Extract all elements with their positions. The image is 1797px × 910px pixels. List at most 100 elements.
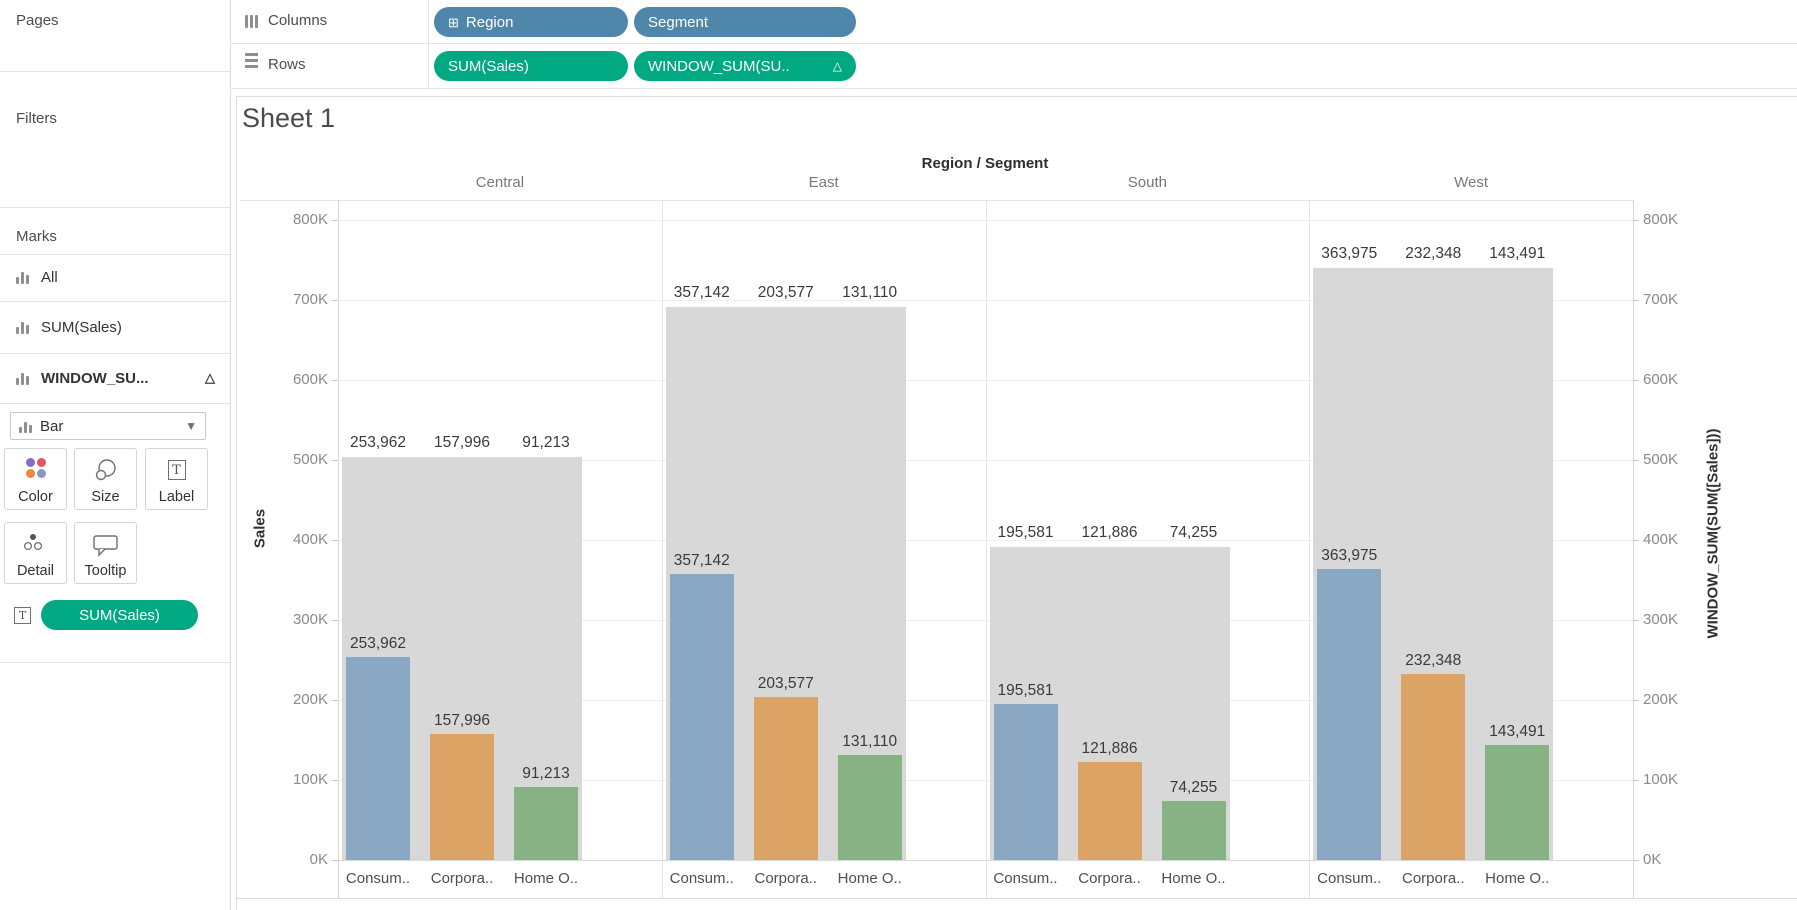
- segment-tick-label[interactable]: Corpora..: [754, 870, 818, 887]
- column-header-east[interactable]: East: [808, 174, 839, 191]
- bar-consumer-west[interactable]: [1317, 568, 1382, 860]
- segment-tick-label[interactable]: Consum..: [345, 870, 411, 887]
- y2-axis-tick-label: 100K: [1643, 771, 1679, 788]
- gridline: [338, 300, 1633, 301]
- rows-shelf-label: Rows: [268, 56, 306, 73]
- pill-label: Region: [465, 13, 514, 31]
- detail-icon: [5, 532, 66, 554]
- pill-window-sum[interactable]: WINDOW_SUM(SU.. △: [634, 51, 856, 81]
- bar-consumer-south[interactable]: [993, 703, 1058, 860]
- label-icon: T: [146, 460, 207, 480]
- segment-tick-label[interactable]: Corpora..: [430, 870, 494, 887]
- mark-type-dropdown[interactable]: Bar ▼: [10, 412, 206, 440]
- y2-axis-tick: [1633, 620, 1639, 621]
- y2-axis-tick-label: 300K: [1643, 611, 1679, 628]
- marks-item-label: WINDOW_SU...: [41, 369, 149, 387]
- segment-tick-label[interactable]: Home O..: [513, 870, 579, 887]
- bar-corporate-west[interactable]: [1401, 674, 1466, 860]
- sidebar-border: [230, 0, 231, 910]
- size-button-label: Size: [91, 489, 120, 505]
- y2-axis-tick: [1633, 780, 1639, 781]
- divider: [230, 88, 1797, 89]
- size-button[interactable]: Size: [74, 448, 137, 510]
- y2-axis-tick: [1633, 860, 1639, 861]
- y2-axis-tick-label: 800K: [1643, 211, 1679, 228]
- gridline: [338, 700, 1633, 701]
- segment-tick-label[interactable]: Consum..: [993, 870, 1058, 887]
- y2-axis-tick-label: 0K: [1643, 851, 1662, 868]
- bar-value-label: 74,255: [1169, 778, 1218, 796]
- tooltip-button[interactable]: Tooltip: [74, 522, 137, 584]
- bar-corporate-central[interactable]: [430, 733, 494, 860]
- pill-region[interactable]: ⊞ Region: [434, 7, 628, 37]
- pill-sum-sales[interactable]: SUM(Sales): [434, 51, 628, 81]
- y-axis-tick: [332, 860, 338, 861]
- chevron-down-icon[interactable]: ▼: [185, 419, 197, 433]
- divider: [428, 0, 429, 88]
- rows-icon: [245, 53, 258, 68]
- label-pill-sum-sales[interactable]: SUM(Sales): [41, 600, 198, 630]
- segment-tick-label[interactable]: Consum..: [669, 870, 734, 887]
- y2-axis-tick: [1633, 540, 1639, 541]
- bar-home_office-east[interactable]: [837, 755, 902, 860]
- pill-segment[interactable]: Segment: [634, 7, 856, 37]
- window-sum-value-label: 131,110: [842, 283, 898, 301]
- y-axis-tick: [332, 780, 338, 781]
- detail-button-label: Detail: [16, 563, 55, 579]
- column-header-west[interactable]: West: [1454, 174, 1489, 191]
- bar-value-label: 91,213: [522, 765, 570, 783]
- panel-header-border: [240, 200, 1633, 201]
- tooltip-icon: [75, 535, 136, 557]
- expand-box-icon[interactable]: ⊞: [448, 14, 459, 30]
- bar-home_office-west[interactable]: [1485, 745, 1550, 860]
- worksheet-border: [236, 96, 237, 910]
- segment-tick-label[interactable]: Corpora..: [1401, 870, 1465, 887]
- y2-axis-tick: [1633, 300, 1639, 301]
- bar-home_office-south[interactable]: [1161, 800, 1226, 860]
- window-sum-value-label: 232,348: [1405, 245, 1462, 263]
- column-header-south[interactable]: South: [1127, 174, 1167, 191]
- y-axis-tick: [332, 380, 338, 381]
- marks-item-window-sum[interactable]: WINDOW_SU... △: [0, 353, 229, 403]
- bar-home_office-central[interactable]: [514, 787, 578, 860]
- marks-item-all[interactable]: All: [0, 254, 229, 301]
- columns-shelf-label: Columns: [268, 12, 328, 29]
- segment-tick-label[interactable]: Corpora..: [1078, 870, 1141, 887]
- window-sum-value-label: 203,577: [757, 283, 814, 301]
- divider: [0, 403, 230, 404]
- bar-corporate-east[interactable]: [753, 697, 818, 860]
- y-axis-tick-label: 200K: [292, 691, 328, 708]
- column-header-central[interactable]: Central: [475, 174, 525, 191]
- panel-separator: [661, 200, 663, 898]
- bar-value-label: 363,975: [1321, 546, 1378, 564]
- bar-value-label: 232,348: [1405, 652, 1462, 670]
- gridline: [338, 780, 1633, 781]
- label-button[interactable]: T Label: [145, 448, 208, 510]
- window-sum-value-label: 157,996: [433, 434, 491, 452]
- x-axis-line: [338, 860, 1633, 861]
- segment-tick-label[interactable]: Consum..: [1317, 870, 1382, 887]
- y-axis-tick-label: 700K: [292, 291, 328, 308]
- bar-consumer-central[interactable]: [346, 656, 410, 860]
- segment-tick-label[interactable]: Home O..: [837, 870, 902, 887]
- bar-corporate-south[interactable]: [1077, 762, 1142, 860]
- pill-label: WINDOW_SUM(SU..: [648, 57, 790, 75]
- gridline: [338, 540, 1633, 541]
- y2-axis-line: [1633, 200, 1634, 898]
- y-axis-tick-label: 600K: [292, 371, 328, 388]
- y2-axis-tick-label: 200K: [1643, 691, 1679, 708]
- detail-button[interactable]: Detail: [4, 522, 67, 584]
- bar-value-label: 143,491: [1489, 723, 1546, 741]
- marks-item-sum-sales[interactable]: SUM(Sales): [0, 301, 229, 353]
- color-button[interactable]: Color: [4, 448, 67, 510]
- delta-warning-icon: △: [832, 59, 842, 73]
- segment-tick-label[interactable]: Home O..: [1485, 870, 1550, 887]
- bar-consumer-east[interactable]: [669, 574, 734, 860]
- segment-tick-label[interactable]: Home O..: [1161, 870, 1226, 887]
- pill-label: Segment: [648, 13, 709, 31]
- y2-axis-tick-label: 600K: [1643, 371, 1679, 388]
- mark-type-value: Bar: [40, 417, 64, 435]
- size-icon: [75, 458, 136, 482]
- bar-chart-icon: [16, 321, 29, 334]
- divider: [0, 353, 230, 354]
